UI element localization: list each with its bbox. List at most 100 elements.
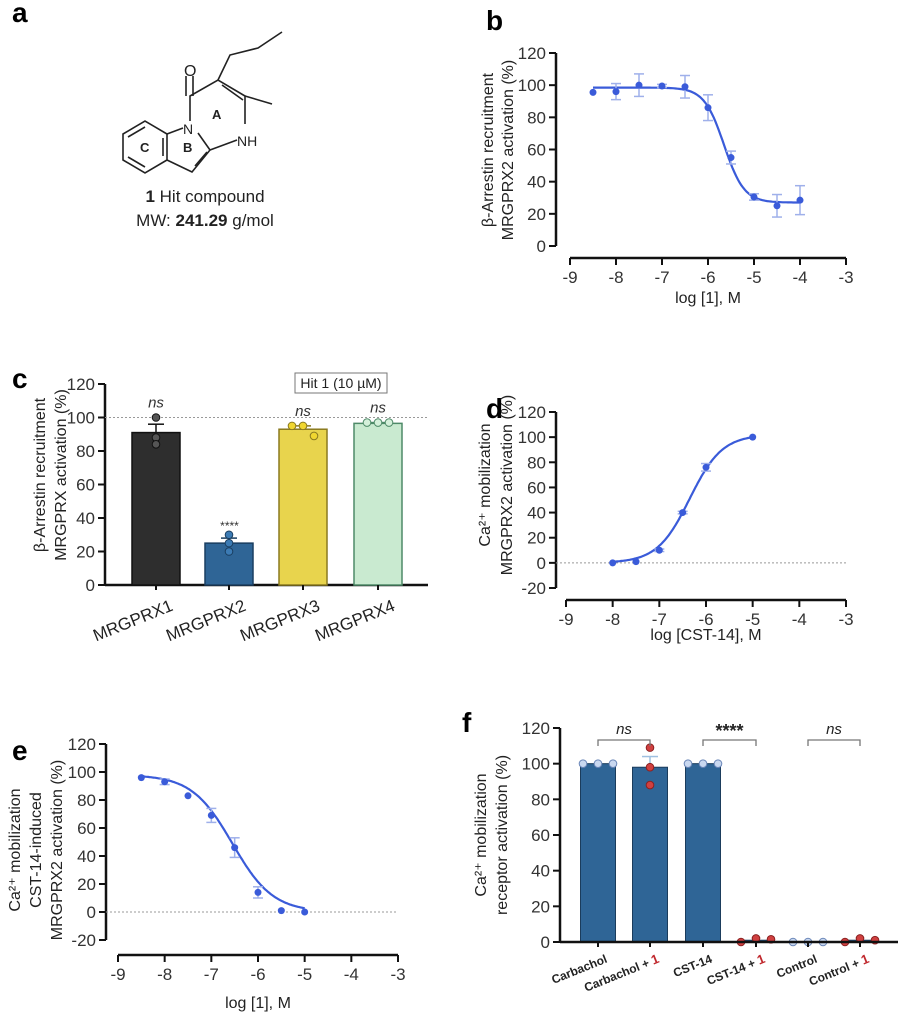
data-point <box>750 193 758 201</box>
data-point <box>298 421 308 431</box>
y-tick-label: 100 <box>522 755 550 774</box>
bar <box>580 763 616 943</box>
y-tick-label: 0 <box>537 237 546 256</box>
data-point <box>727 154 735 162</box>
ring-b-bonds <box>166 132 212 173</box>
x-category-label: MRGPRX4 <box>312 596 397 645</box>
double-bond <box>221 84 244 101</box>
x-tick-label: -8 <box>157 965 172 984</box>
panel-f: f 0 20 40 60 80 100 120 Ca²⁺ mobilization recepto… <box>462 707 898 995</box>
bar <box>632 766 668 943</box>
y-axis-label: β-Arrestin recruitment MRGPRX2 activation… <box>480 60 517 241</box>
y-tick-label: 120 <box>522 719 550 738</box>
panel-letter-b: b <box>486 5 503 36</box>
y-tick-label: 20 <box>531 897 550 916</box>
panel-letter-f: f <box>462 707 472 738</box>
y-tick-label: 40 <box>531 862 550 881</box>
y-tick-label: 60 <box>531 826 550 845</box>
y-axis-label-line: MRGPRX activation (%) <box>53 389 70 561</box>
data-point <box>362 418 372 427</box>
x-tick-label: -5 <box>746 268 761 287</box>
data-point <box>309 431 319 441</box>
legend-box <box>294 372 388 394</box>
y-tick-label: 100 <box>67 409 95 428</box>
y-tick-label: 0 <box>541 933 550 952</box>
panel-letter-a: a <box>12 0 28 28</box>
data-point <box>301 908 309 916</box>
y-axis-label: Ca²⁺ mobilization MRGPRX2 activation (%) <box>477 395 516 576</box>
significance-label: ns <box>370 400 386 417</box>
panel-a: a O N NH A B C 1 H <box>12 0 283 230</box>
y-tick-label: 80 <box>527 108 546 127</box>
data-point <box>796 196 804 204</box>
ring-label-a: A <box>212 107 222 122</box>
data-point <box>207 811 215 819</box>
significance-label: ns <box>616 721 632 738</box>
data-point <box>373 418 383 427</box>
data-point <box>632 558 640 566</box>
compound-caption: 1 Hit compound <box>145 187 264 206</box>
y-axis-label: Ca²⁺ mobilization CST-14-induced MRGPRX2 a… <box>7 760 66 941</box>
data-point <box>231 844 239 852</box>
x-tick-label: -8 <box>605 610 620 629</box>
y-axis-label-line: β-Arrestin recruitment <box>32 397 49 552</box>
y-axis-label-line: MRGPRX2 activation (%) <box>49 760 66 941</box>
comparison-bracket <box>597 739 651 746</box>
y-axis-label-line: Ca²⁺ mobilization <box>473 773 490 896</box>
y-tick-label: 40 <box>76 509 95 528</box>
compound-number: 1 <box>145 187 154 206</box>
significance-label: ns <box>295 403 311 420</box>
data-point <box>593 759 603 768</box>
y-tick-label: 60 <box>77 819 96 838</box>
y-axis-label: β-Arrestin recruitment MRGPRX activation … <box>32 389 70 561</box>
y-tick-label: 120 <box>518 403 546 422</box>
data-point <box>702 463 710 471</box>
panel-letter-c: c <box>12 363 28 394</box>
panel-letter-e: e <box>12 735 28 766</box>
panel-d: d -20 0 20 40 60 80 100 120 Ca²⁺ mobilization MRGP… <box>477 393 854 644</box>
data-point <box>658 82 666 90</box>
y-axis-label-line: receptor activation (%) <box>494 755 511 915</box>
x-category-label: Control + 1 <box>807 951 872 989</box>
data-point <box>254 888 262 896</box>
data-point <box>608 759 618 768</box>
x-tick-label: -5 <box>745 610 760 629</box>
data-point <box>151 440 161 449</box>
data-point <box>681 83 689 91</box>
fit-curve <box>141 775 305 910</box>
x-tick-label: -9 <box>562 268 577 287</box>
y-tick-label: 80 <box>527 453 546 472</box>
data-point <box>578 759 588 768</box>
mw-label: MW: <box>136 211 171 230</box>
comparison-bracket <box>702 739 757 746</box>
x-axis-label: log [1], M <box>225 995 291 1012</box>
x-category-label: MRGPRX2 <box>163 596 248 645</box>
x-tick-label: -3 <box>390 965 405 984</box>
bar <box>353 422 403 586</box>
data-point <box>713 759 723 768</box>
data-point <box>704 104 712 112</box>
bond <box>166 127 184 135</box>
y-tick-label: 100 <box>518 428 546 447</box>
y-axis-label-line: β-Arrestin recruitment <box>480 72 497 227</box>
data-point <box>137 774 145 782</box>
ring-label-c: C <box>140 140 150 155</box>
panel-letter-d: d <box>486 393 503 424</box>
atom-nitrogen: N <box>183 121 193 137</box>
bar <box>685 763 721 943</box>
x-tick-label: -9 <box>558 610 573 629</box>
atom-oxygen: O <box>184 63 196 80</box>
y-tick-label: 100 <box>68 763 96 782</box>
y-axis-label-line: MRGPRX2 activation (%) <box>499 395 516 576</box>
fit-curve <box>612 436 753 563</box>
y-tick-label: 80 <box>76 442 95 461</box>
data-point <box>224 538 234 548</box>
atom-nh: NH <box>237 133 257 149</box>
data-point <box>277 907 285 915</box>
x-tick-label: -6 <box>250 965 265 984</box>
x-tick-label: -6 <box>700 268 715 287</box>
significance-label: **** <box>715 721 743 741</box>
